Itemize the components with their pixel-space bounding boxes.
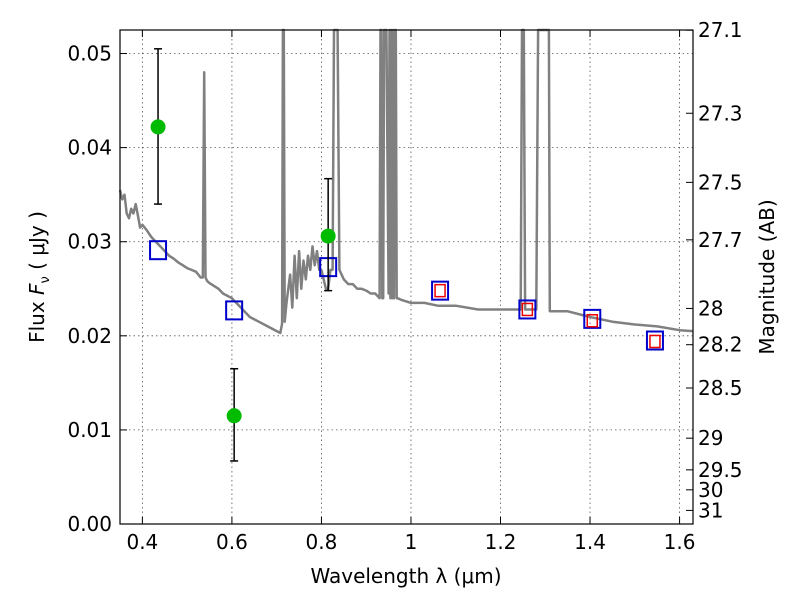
upper-limit-square	[434, 283, 446, 298]
model-photometry-square	[225, 300, 244, 321]
y-tick-label: 0.01	[67, 418, 112, 442]
y2-tick-label: 27.1	[698, 18, 743, 42]
x-tick-label: 1.6	[664, 530, 696, 554]
y2-tick-label: 30	[698, 478, 723, 502]
y2-tick-label: 29	[698, 426, 723, 450]
y2-tick-label: 31	[698, 498, 723, 522]
y-tick-label: 0.05	[67, 42, 112, 66]
model-photometry-square	[645, 330, 664, 351]
observed-flux-point	[320, 228, 336, 244]
model-photometry-square	[149, 240, 168, 261]
y2-tick-label: 28	[698, 296, 723, 320]
y-tick-label: 0.03	[67, 230, 112, 254]
plot-frame	[119, 29, 694, 525]
x-tick-label: 1.2	[485, 530, 517, 554]
x-tick-label: 0.4	[126, 530, 158, 554]
y2-tick-label: 28.5	[698, 376, 743, 400]
y2-tick-label: 29.5	[698, 458, 743, 482]
y2-tick-label: 27.3	[698, 101, 743, 125]
x-axis-title: Wavelength λ (μm)	[310, 564, 501, 588]
upper-limit-square	[649, 334, 661, 349]
x-tick-label: 1.4	[574, 530, 606, 554]
y2-tick-label: 28.2	[698, 333, 743, 357]
x-tick-label: 0.6	[216, 530, 248, 554]
y2-tick-label: 27.7	[698, 228, 743, 252]
model-photometry-square	[431, 280, 450, 301]
axis-ticks: 0.4 0.6 0.8 1 1.2 1.4 1.6 0.00 0.01 0.02 0.03 0.04 0…	[67, 18, 742, 554]
y-axis-title: Flux Fν ( μJy )	[25, 211, 53, 343]
y2-tick-label: 27.5	[698, 170, 743, 194]
model-sed-line	[118, 28, 694, 335]
model-photometry-square	[518, 299, 537, 320]
x-tick-label: 0.8	[306, 530, 338, 554]
y-tick-label: 0.02	[67, 324, 112, 348]
y2-axis-title: Magnitude (AB)	[755, 199, 779, 354]
upper-limit-square	[586, 314, 599, 328]
upper-limit-square	[521, 302, 534, 317]
observed-flux-point	[226, 408, 242, 424]
x-tick-label: 1	[405, 530, 418, 554]
observed-flux-point	[150, 119, 166, 135]
y-tick-label: 0.04	[67, 136, 112, 160]
y-tick-label: 0.00	[67, 512, 112, 536]
model-photometry-square	[583, 308, 602, 329]
plot-area	[118, 28, 694, 462]
